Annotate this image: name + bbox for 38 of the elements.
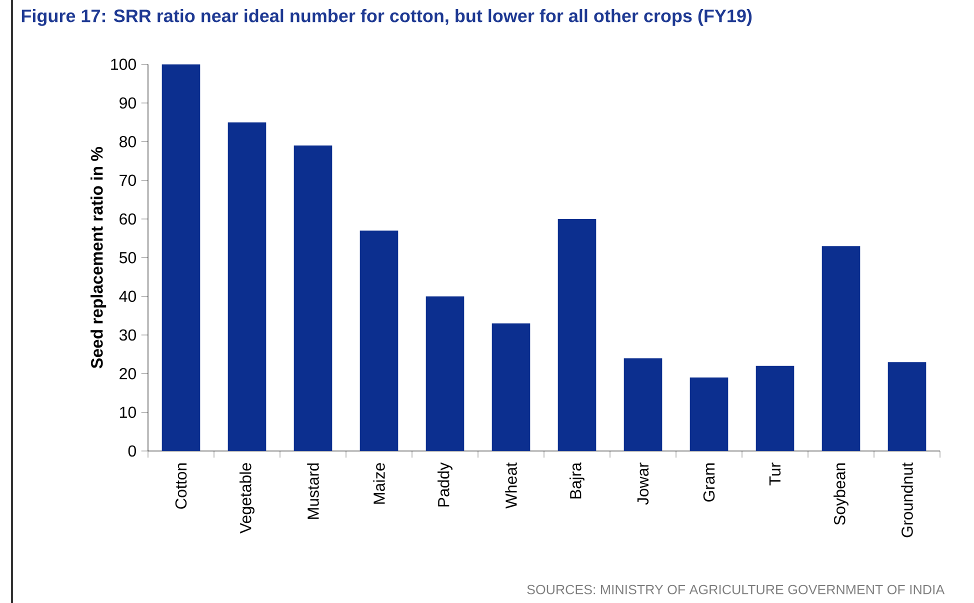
y-tick-label: 0 xyxy=(128,445,136,457)
bar xyxy=(756,366,794,451)
bar xyxy=(294,146,332,451)
source-note: SOURCES: MINISTRY OF AGRICULTURE GOVERNMENT OF INDIA xyxy=(527,584,945,594)
bar xyxy=(624,358,662,451)
y-tick-label: 30 xyxy=(119,329,136,341)
bar xyxy=(492,323,530,451)
chart-title: Figure 17: SRR ratio near ideal number for cotton, but lower for all other crops (FY19) xyxy=(22,9,752,26)
x-tick-label: Wheat xyxy=(505,462,517,509)
x-tick-label: Paddy xyxy=(438,462,452,506)
y-tick-label: 90 xyxy=(120,97,136,109)
x-tick-label: Groundnut xyxy=(901,462,913,538)
x-tick-label: Cotton xyxy=(175,463,187,509)
bar xyxy=(690,378,728,451)
x-tick-label: Gram xyxy=(703,463,715,502)
x-tick-label: Mustard xyxy=(307,463,319,519)
bar xyxy=(888,362,926,451)
y-tick-label: 100 xyxy=(111,58,136,70)
bar xyxy=(228,122,266,451)
bar xyxy=(162,64,200,451)
y-tick-label: 20 xyxy=(120,368,136,380)
bar xyxy=(360,230,398,451)
bar xyxy=(426,296,464,451)
y-tick-label: 60 xyxy=(120,213,136,225)
y-tick-label: 10 xyxy=(120,406,136,418)
y-tick-label: 50 xyxy=(119,252,136,264)
x-tick-label: Jowar xyxy=(637,462,649,505)
y-tick-label: 70 xyxy=(120,174,136,186)
bar xyxy=(558,218,596,451)
x-tick-label: Soybean xyxy=(834,463,848,525)
bar xyxy=(822,246,860,451)
y-tick-label: 80 xyxy=(120,136,136,148)
x-tick-label: Tur xyxy=(769,462,781,486)
y-axis-title: Seed replacement ratio in % xyxy=(90,146,106,368)
x-tick-label: Bajra xyxy=(570,462,584,498)
x-tick-label: Maize xyxy=(373,463,385,504)
y-tick-label: 40 xyxy=(119,290,136,302)
x-tick-label: Vegetable xyxy=(240,463,254,534)
